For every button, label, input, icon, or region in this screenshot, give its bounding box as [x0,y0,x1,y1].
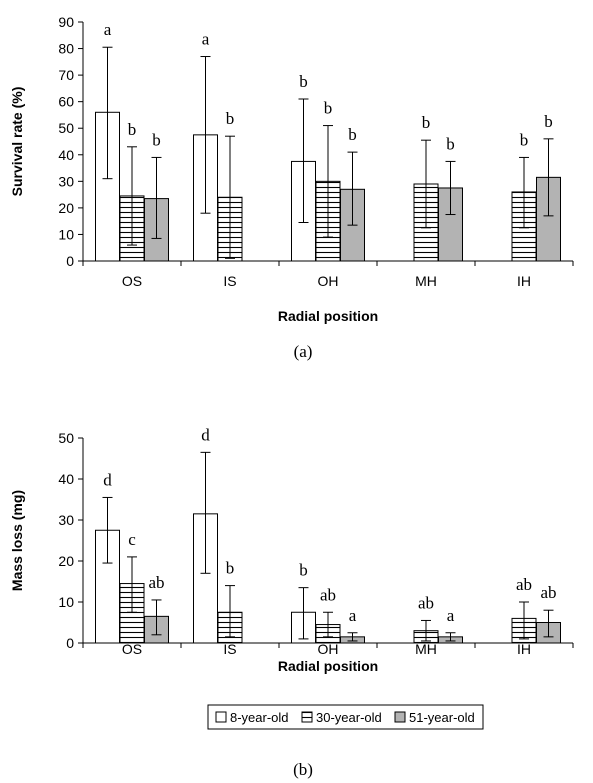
y-tick-label: 70 [58,67,74,83]
x-tick-label: OH [318,641,339,657]
significance-letter: b [299,72,308,91]
significance-letter: b [226,559,235,578]
y-tick-label: 30 [58,173,74,189]
y-tick-label: 60 [58,94,74,110]
y-tick-label: 30 [58,512,74,528]
legend: 8-year-old 30-year-old 51-year-old [207,704,484,730]
significance-letter: b [152,130,161,149]
y-tick-label: 40 [58,147,74,163]
significance-letter: b [544,112,553,131]
y-tick-label: 50 [58,120,74,136]
significance-letter: a [104,20,112,39]
bar [119,583,145,644]
x-tick-label: IS [223,641,236,657]
significance-letter: b [520,130,529,149]
legend-label: 51-year-old [409,710,475,725]
y-tick-label: 90 [58,14,74,30]
bar [536,176,561,262]
x-axis-label: Radial position [278,308,378,324]
y-tick-label: 10 [58,594,74,610]
x-tick-label: OH [318,273,339,289]
legend-swatch [301,711,313,723]
significance-letter: b [422,113,431,132]
significance-letter: d [201,425,210,444]
significance-letter: ab [418,593,434,612]
y-tick-label: 0 [66,253,74,269]
significance-letter: c [128,530,136,549]
legend-swatch [394,711,406,723]
significance-letter: a [202,30,210,49]
legend-label: 8-year-old [230,710,289,725]
bar [438,187,463,262]
x-tick-label: IH [517,273,531,289]
y-tick-label: 10 [58,226,74,242]
significance-letter: ab [320,585,336,604]
significance-letter: d [103,470,112,489]
panel-label: (a) [294,342,313,361]
y-tick-label: 20 [58,553,74,569]
y-axis-label: Mass loss (mg) [9,490,25,591]
significance-letter: ab [516,575,532,594]
significance-letter: ab [540,583,556,602]
panel-label: (b) [293,760,313,779]
y-tick-label: 0 [66,635,74,651]
x-axis-label: Radial position [278,658,378,674]
x-tick-label: MH [415,641,437,657]
x-tick-label: IS [223,273,236,289]
x-tick-label: IH [517,641,531,657]
significance-letter: b [446,134,455,153]
y-axis-label: Survival rate (%) [9,87,25,197]
chart-a: 0 10 20 30 40 50 60 70 80 90 OS IS OH MH IH Radial posi… [9,14,574,361]
significance-letter: a [349,606,357,625]
y-tick-label: 20 [58,200,74,216]
significance-letter: b [324,99,333,118]
y-tick-label: 50 [58,430,74,446]
significance-letter: b [348,125,357,144]
x-tick-label: OS [122,273,142,289]
legend-box [207,704,484,730]
y-tick-label: 80 [58,41,74,57]
chart-b: 0 10 20 30 40 50 OS IS OH MH IH Radial position Mass… [9,425,574,779]
significance-letter: b [128,120,137,139]
significance-letter: b [299,561,308,580]
significance-letter: a [447,606,455,625]
significance-letter: ab [148,573,164,592]
legend-swatch [215,711,227,723]
y-tick-label: 40 [58,471,74,487]
legend-label: 30-year-old [316,710,382,725]
significance-letter: b [226,109,235,128]
x-tick-label: OS [122,641,142,657]
x-tick-label: MH [415,273,437,289]
